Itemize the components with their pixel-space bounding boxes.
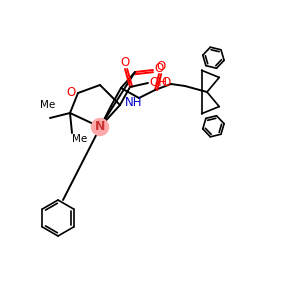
Text: O: O [66,85,76,98]
Text: O: O [120,56,130,68]
Text: Me: Me [40,100,56,110]
Text: OH: OH [149,76,167,89]
Text: O: O [154,62,164,76]
Text: NH: NH [125,97,143,110]
Circle shape [92,118,109,136]
Text: N: N [95,121,105,134]
Text: O: O [161,76,171,89]
Text: O: O [156,61,166,74]
Text: Me: Me [72,134,88,144]
